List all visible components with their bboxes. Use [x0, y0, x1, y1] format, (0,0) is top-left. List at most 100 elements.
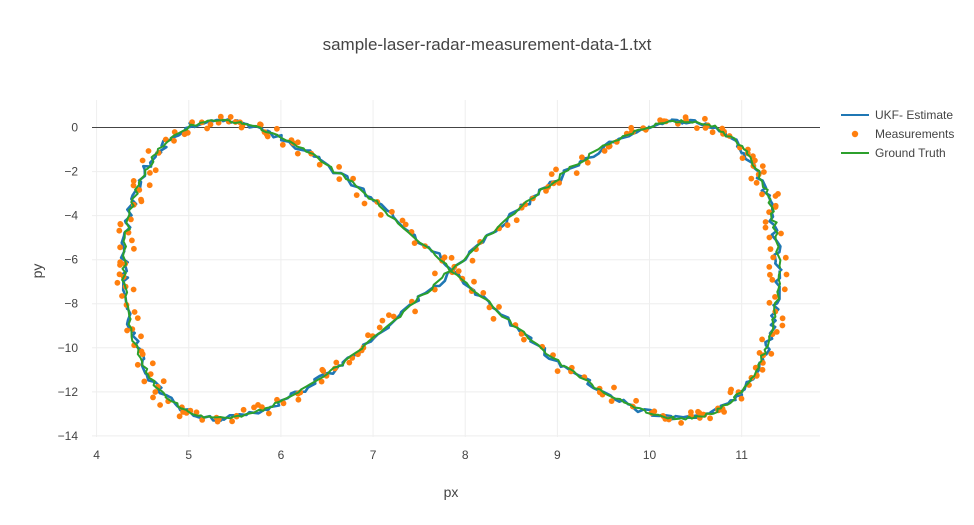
measurement-point [136, 187, 143, 193]
measurement-point [131, 309, 138, 315]
measurement-point [119, 293, 125, 299]
measurement-point [294, 150, 301, 157]
measurement-point [361, 200, 368, 207]
measurement-point [469, 257, 476, 264]
legend-label-measurements: Measurements [875, 127, 954, 141]
measurement-point [171, 137, 177, 144]
measurement-point [376, 324, 383, 331]
measurement-point [752, 157, 758, 164]
measurement-point [761, 169, 767, 175]
measurement-point [769, 276, 776, 283]
measurement-point [333, 359, 340, 366]
measurement-point [471, 278, 477, 285]
measurement-point [775, 191, 781, 197]
measurement-point [748, 175, 755, 182]
measurement-point [138, 198, 145, 205]
measurement-point [320, 368, 327, 374]
measurement-point [766, 264, 773, 270]
measurement-point [521, 336, 527, 343]
measurement-point [770, 254, 777, 261]
measurement-point [772, 294, 778, 300]
measurement-point [365, 332, 371, 339]
measurement-point [779, 315, 786, 322]
y-tick-label: −8 [64, 297, 78, 311]
measurement-point [411, 240, 418, 247]
legend-item-measurements[interactable]: Measurements [851, 127, 955, 141]
measurement-point [412, 308, 418, 315]
measurement-point [455, 268, 462, 274]
measurement-point [759, 366, 766, 373]
measurement-point [318, 378, 325, 385]
measurement-point [295, 139, 301, 146]
measurement-point [496, 304, 502, 310]
measurement-point [127, 216, 134, 223]
measurement-point [611, 384, 617, 391]
ground-truth-line [121, 119, 782, 421]
measurement-point [486, 304, 493, 311]
measurement-point [782, 254, 789, 261]
measurement-point [778, 230, 784, 237]
measurement-point [130, 182, 137, 189]
measurement-point [149, 360, 156, 367]
measurement-point [432, 270, 438, 277]
measurement-point [772, 204, 779, 210]
measurement-point [709, 129, 716, 136]
measurement-point [147, 170, 153, 176]
measurement-point [139, 351, 146, 358]
x-tick-label: 6 [278, 448, 285, 462]
measurement-point [377, 212, 384, 218]
measurement-point [399, 217, 406, 224]
measurement-point [240, 406, 247, 413]
legend-item-ukf-estimate[interactable]: UKF- Estimate [841, 108, 953, 122]
x-tick-label: 8 [462, 448, 469, 462]
measurement-point [554, 368, 561, 374]
measurement-point [753, 179, 760, 186]
grid [92, 100, 820, 437]
measurement-point [386, 312, 392, 318]
measurement-point [114, 279, 121, 286]
measurement-point [176, 413, 183, 420]
measurement-point [116, 271, 123, 278]
measurement-point [141, 378, 148, 385]
measurement-point [145, 148, 152, 154]
legend[interactable]: UKF- Estimate Measurements Ground Truth [841, 108, 954, 160]
y-tick-label: −10 [58, 341, 79, 355]
measurement-point [117, 244, 123, 251]
measurement-point [217, 113, 224, 120]
y-tick-label: −12 [58, 385, 79, 399]
measurement-point [759, 163, 766, 170]
measurement-point [719, 125, 726, 132]
measurement-point [117, 262, 123, 268]
measurement-point [134, 361, 141, 368]
measurement-point [157, 402, 164, 408]
y-tick-label: −2 [64, 165, 78, 179]
measurement-point [152, 389, 159, 395]
measurement-point [150, 394, 156, 401]
measurement-point [702, 115, 708, 122]
measurement-point [390, 313, 397, 320]
measurement-point [702, 125, 709, 131]
measurement-point [152, 167, 159, 174]
measurement-point [759, 191, 765, 198]
measurement-point [762, 224, 769, 231]
legend-swatch-measurement-dot [851, 130, 859, 138]
measurement-point [389, 208, 395, 215]
measurement-point [773, 329, 780, 335]
measurement-point [279, 141, 286, 148]
x-tick-label: 11 [735, 448, 748, 462]
measurement-point [316, 161, 323, 168]
measurement-point [255, 402, 261, 408]
measurement-point [379, 317, 386, 324]
measurement-point [295, 396, 302, 403]
measurement-point [129, 237, 135, 244]
plot-area[interactable] [114, 113, 790, 426]
measurement-point [768, 350, 775, 357]
y-axis-title: py [29, 264, 45, 279]
measurement-point [739, 155, 746, 162]
measurement-point [336, 176, 343, 183]
y-tick-label: −4 [64, 209, 78, 223]
measurement-point [573, 170, 580, 177]
measurement-point [727, 389, 734, 396]
legend-item-ground-truth[interactable]: Ground Truth [841, 146, 946, 160]
